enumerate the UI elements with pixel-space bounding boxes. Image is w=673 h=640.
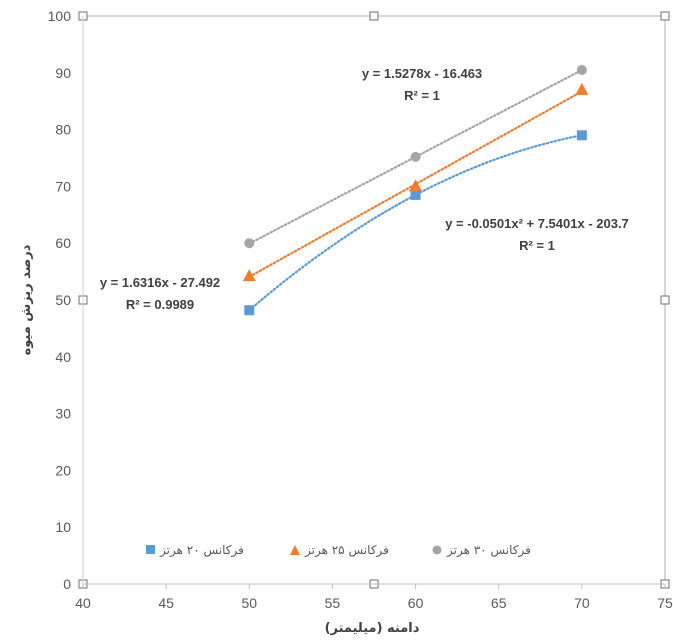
x-tick-label: 40: [75, 595, 91, 611]
data-points: [242, 64, 589, 316]
y-tick-label: 50: [55, 292, 71, 308]
y-tick-label: 40: [55, 349, 71, 365]
y-axis-title: درصد ریزش میوه: [19, 244, 34, 355]
data-point-series-0: [410, 189, 421, 200]
y-tick-label: 0: [63, 576, 71, 592]
resize-handle[interactable]: [660, 11, 670, 21]
legend-label-25hz: فرکانس ۲۵ هرتز: [304, 543, 389, 558]
legend-marker-25hz: [290, 545, 300, 555]
trend-r2-20hz: R² = 1: [519, 238, 555, 253]
data-point-series-2: [410, 151, 421, 162]
legend-label-30hz: فرکانس ۳۰ هرتز: [446, 543, 531, 558]
trend-r2-25hz: R² = 0.9989: [126, 297, 194, 312]
data-point-series-2: [244, 238, 255, 249]
trend-r2-30hz: R² = 1: [404, 88, 440, 103]
resize-handle[interactable]: [369, 11, 379, 21]
y-tick-label: 20: [55, 462, 71, 478]
x-tick-label: 55: [325, 595, 341, 611]
y-tick-label: 80: [55, 122, 71, 138]
data-point-series-0: [244, 305, 255, 316]
legend-marker-20hz: [146, 545, 155, 554]
data-point-series-1: [242, 269, 256, 282]
data-point-series-2: [576, 64, 587, 75]
y-tick-label: 90: [55, 65, 71, 81]
resize-handle[interactable]: [660, 295, 670, 305]
data-point-series-1: [409, 179, 423, 192]
axes: 0 10 20 30 40 50 60 70 80 90 100 40 45 50 55 60 65 70 75: [48, 8, 673, 611]
legend-label-20hz: فرکانس ۲۰ هرتز: [159, 543, 244, 558]
x-tick-label: 45: [158, 595, 174, 611]
x-tick-label: 75: [657, 595, 673, 611]
y-tick-label: 30: [55, 406, 71, 422]
legend-marker-30hz: [432, 545, 442, 555]
trendline-labels: y = 1.5278x - 16.463 R² = 1 y = -0.0501x…: [100, 66, 629, 312]
y-tick-label: 60: [55, 235, 71, 251]
x-tick-label: 65: [491, 595, 507, 611]
trend-equation-25hz: y = 1.6316x - 27.492: [100, 275, 220, 290]
x-tick-label: 70: [574, 595, 590, 611]
x-tick-label: 60: [408, 595, 424, 611]
y-tick-label: 100: [48, 8, 72, 24]
trend-equation-20hz: y = -0.0501x² + 7.5401x - 203.7: [445, 216, 629, 231]
y-tick-label: 10: [55, 519, 71, 535]
trendline-series-0: [248, 134, 583, 312]
x-axis-title: دامنه (میلیمتر): [325, 621, 420, 636]
legend: فرکانس ۲۰ هرتز فرکانس ۲۵ هرتز فرکانس ۳۰ …: [146, 543, 531, 558]
trend-equation-30hz: y = 1.5278x - 16.463: [362, 66, 482, 81]
data-point-series-1: [575, 82, 589, 95]
y-tick-label: 70: [55, 178, 71, 194]
data-point-series-0: [576, 130, 587, 141]
x-tick-label: 50: [241, 595, 257, 611]
